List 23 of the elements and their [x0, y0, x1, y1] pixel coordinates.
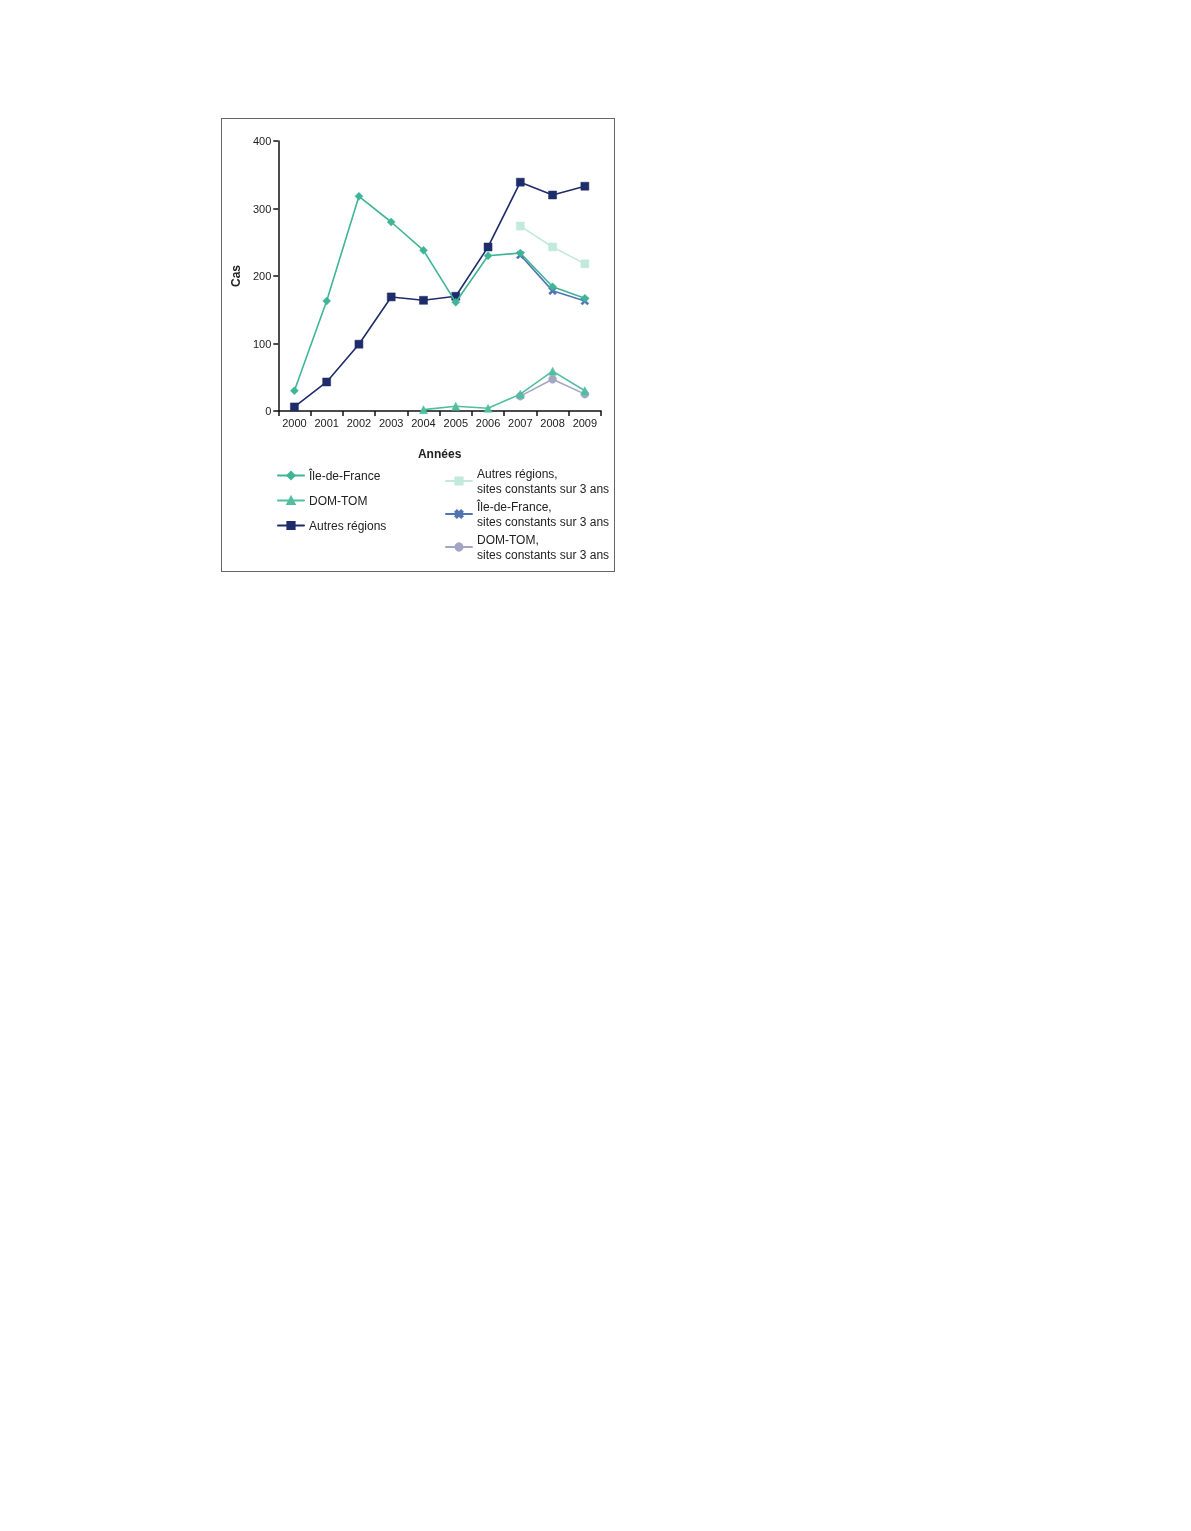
x-tick-label: 2007: [508, 416, 533, 429]
y-tick-label: 400: [252, 135, 272, 147]
x-tick-label: 2009: [572, 416, 598, 429]
y-tick-label: 100: [252, 337, 272, 350]
x-tick-label: 2000: [282, 416, 307, 429]
legend-label: Île-de-France: [308, 467, 381, 483]
y-axis-title: Cas: [229, 264, 243, 288]
legend-label: DOM-TOM: [309, 493, 368, 508]
x-tick-label: 2001: [314, 416, 339, 429]
y-tick-label: 300: [252, 202, 272, 215]
legend-label: Île-de-France, sites constants sur 3 ans: [476, 498, 610, 529]
y-tick-label: 200: [252, 270, 272, 282]
x-tick-label: 2005: [443, 416, 469, 429]
x-tick-label: 2008: [540, 416, 565, 429]
x-tick-label: 2002: [346, 416, 372, 429]
x-tick-label: 2006: [475, 416, 501, 429]
x-tick-label: 2003: [378, 416, 404, 429]
x-tick-label: 2004: [411, 416, 436, 429]
legend-label: Autres régions, sites constants sur 3 ans: [477, 466, 610, 496]
legend-label: DOM-TOM, sites constants sur 3 ans: [477, 532, 610, 562]
y-tick-label: 0: [265, 405, 272, 417]
x-axis-title: Années: [417, 447, 462, 461]
legend-label: Autres régions: [309, 518, 387, 533]
